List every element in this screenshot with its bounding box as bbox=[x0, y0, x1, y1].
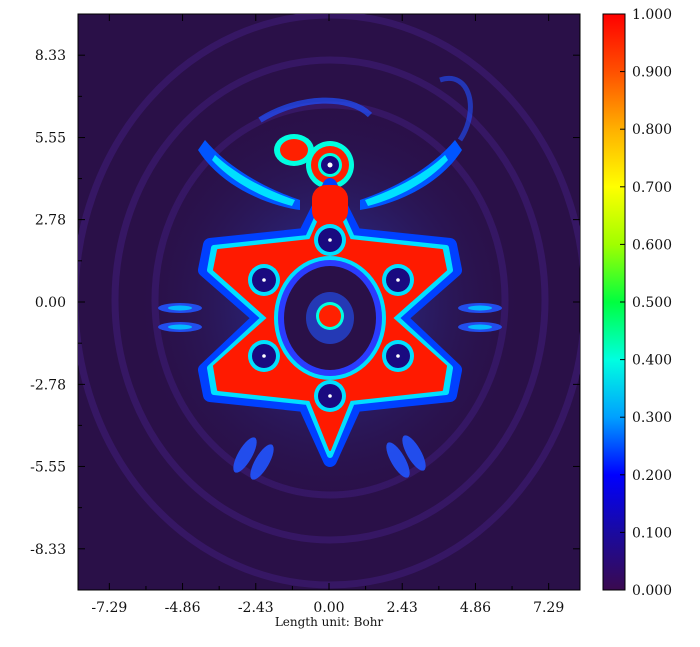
top-atoms bbox=[274, 134, 354, 189]
x-tick-label: 0.00 bbox=[313, 600, 344, 616]
x-axis-label: Length unit: Bohr bbox=[275, 615, 384, 629]
colorbar-tick-label: 0.800 bbox=[632, 122, 672, 138]
y-tick-label: 8.33 bbox=[35, 48, 66, 64]
ring-structure bbox=[198, 178, 462, 467]
y-tick-label: -5.55 bbox=[30, 459, 66, 475]
colorbar-tick-label: 1.000 bbox=[632, 7, 672, 23]
colorbar-tick-label: 0.500 bbox=[632, 295, 672, 311]
x-axis: -7.29 -4.86 -2.43 0.00 2.43 4.86 7.29 bbox=[91, 14, 564, 616]
colorbar-tick-label: 0.100 bbox=[632, 525, 672, 541]
y-tick-label: 0.00 bbox=[35, 295, 66, 311]
x-tick-label: -2.43 bbox=[238, 600, 274, 616]
colorbar-tick-label: 0.900 bbox=[632, 65, 672, 81]
wing-lobes bbox=[198, 75, 473, 210]
y-tick-label: 2.78 bbox=[35, 213, 66, 229]
x-tick-label: 4.86 bbox=[460, 600, 491, 616]
y-tick-label: 5.55 bbox=[35, 131, 66, 147]
x-tick-label: 7.29 bbox=[533, 600, 564, 616]
y-tick-label: -8.33 bbox=[30, 542, 66, 558]
x-tick-label: -4.86 bbox=[165, 600, 201, 616]
x-tick-label: -7.29 bbox=[91, 600, 127, 616]
density-map bbox=[78, 14, 580, 589]
colorbar-ticks: 1.000 0.900 0.800 0.700 0.600 0.500 0.400 0.300… bbox=[620, 7, 672, 599]
ring-atoms bbox=[248, 224, 414, 412]
colorbar-tick-label: 0.200 bbox=[632, 468, 672, 484]
x-tick-label: 2.43 bbox=[387, 600, 418, 616]
colorbar-tick-label: 0.700 bbox=[632, 180, 672, 196]
y-axis: 8.33 5.55 2.78 0.00 -2.78 -5.55 -8.33 bbox=[30, 48, 580, 558]
side-lobes bbox=[158, 303, 502, 480]
colorbar-tick-label: 0.600 bbox=[632, 237, 672, 253]
colorbar-tick-label: 0.000 bbox=[632, 583, 672, 599]
colorbar-tick-label: 0.300 bbox=[632, 410, 672, 426]
y-tick-label: -2.78 bbox=[30, 377, 66, 393]
colorbar-tick-label: 0.400 bbox=[632, 353, 672, 369]
